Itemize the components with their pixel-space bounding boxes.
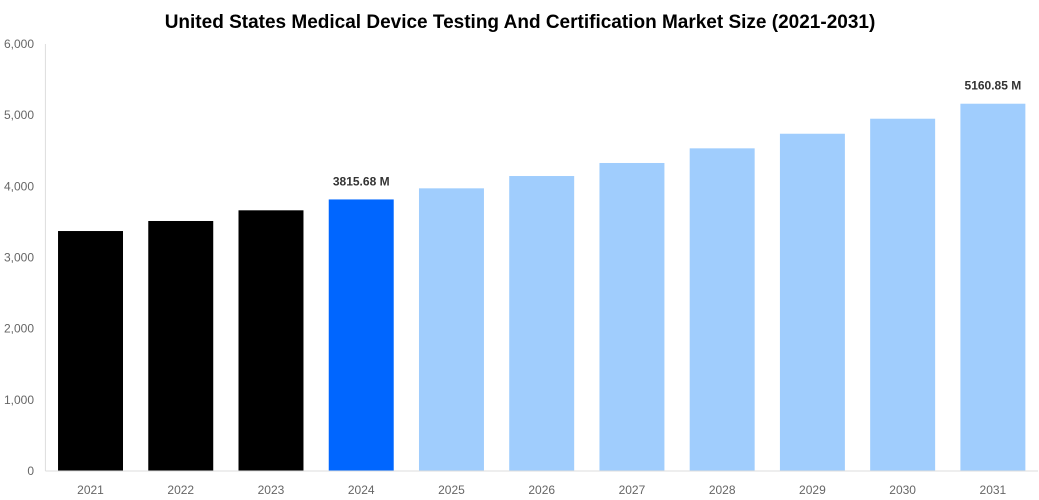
- y-axis: 0 1,000 2,000 3,000 4,000 5,000 6,000: [4, 37, 46, 478]
- bar-2026: [509, 176, 575, 471]
- data-label: 5160.85 M: [965, 79, 1022, 93]
- x-tick-label: 2023: [258, 483, 285, 497]
- x-tick-label: 2028: [709, 483, 736, 497]
- x-tick-label: 2022: [167, 483, 194, 497]
- x-tick-label: 2031: [980, 483, 1007, 497]
- x-tick-label: 2030: [889, 483, 916, 497]
- x-axis: 2021 2022 2023 2024 2025 2026 2027 2028 2029 2030…: [45, 470, 1038, 497]
- y-tick-label: 5,000: [4, 108, 34, 122]
- bar-2027: [599, 162, 665, 471]
- bar-2031: [960, 103, 1026, 471]
- y-tick-label: 2,000: [4, 322, 34, 336]
- y-tick-label: 1,000: [4, 393, 34, 407]
- chart-title: United States Medical Device Testing And…: [165, 12, 876, 33]
- bar-2024: [328, 199, 394, 471]
- x-tick-label: 2021: [77, 483, 104, 497]
- x-tick-label: 2024: [348, 483, 375, 497]
- bars: [58, 103, 1026, 472]
- bar-2025: [418, 188, 484, 472]
- bar-2028: [689, 148, 755, 472]
- bar-2023: [238, 210, 304, 471]
- bar-2022: [148, 220, 214, 471]
- x-tick-label: 2026: [528, 483, 555, 497]
- x-tick-label: 2027: [619, 483, 646, 497]
- bar-2021: [58, 231, 124, 471]
- y-tick-label: 3,000: [4, 251, 34, 265]
- bar-2030: [870, 118, 936, 471]
- y-tick-label: 4,000: [4, 179, 34, 193]
- bar-2029: [779, 133, 845, 472]
- x-tick-label: 2029: [799, 483, 826, 497]
- data-labels: 3815.68 M 5160.85 M: [333, 79, 1021, 189]
- y-tick-label: 0: [27, 464, 34, 478]
- data-label: 3815.68 M: [333, 174, 390, 188]
- y-tick-label: 6,000: [4, 37, 34, 51]
- x-tick-label: 2025: [438, 483, 465, 497]
